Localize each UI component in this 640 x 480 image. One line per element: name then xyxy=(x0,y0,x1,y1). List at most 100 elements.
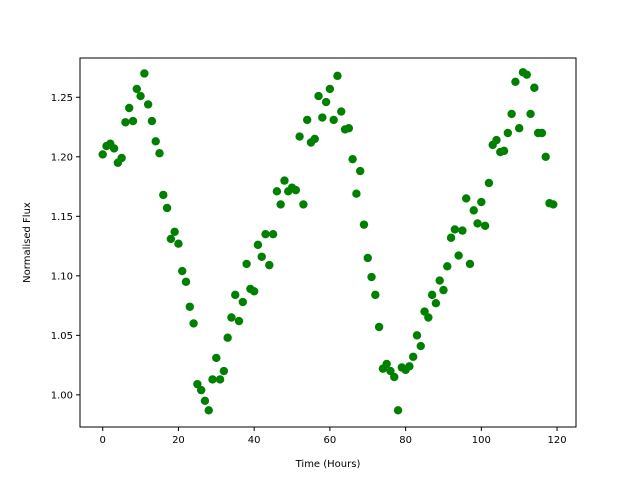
data-point xyxy=(219,366,229,376)
data-point xyxy=(257,252,266,261)
y-tick-label: 1.10 xyxy=(51,271,73,282)
data-point xyxy=(420,307,429,316)
data-point xyxy=(412,331,422,340)
data-point xyxy=(503,128,513,138)
x-axis-label: Time (Hours) xyxy=(295,459,361,470)
data-point xyxy=(204,406,213,415)
data-point xyxy=(374,322,384,332)
data-point xyxy=(352,189,361,198)
data-point xyxy=(435,276,444,285)
data-point xyxy=(541,152,550,161)
data-point xyxy=(265,260,274,270)
data-point xyxy=(416,341,425,351)
data-point xyxy=(238,297,248,307)
y-axis-ticks: 1.00 1.05 1.10 1.15 1.20 1.25 xyxy=(51,93,80,401)
x-tick-label: 40 xyxy=(248,435,261,446)
data-point xyxy=(128,116,138,126)
data-point xyxy=(530,83,539,92)
data-point xyxy=(446,233,456,242)
data-point xyxy=(427,290,437,300)
data-point xyxy=(227,313,236,322)
data-point xyxy=(189,319,198,328)
data-point xyxy=(393,406,403,415)
data-point xyxy=(408,352,418,361)
data-point xyxy=(291,185,301,195)
data-point xyxy=(515,124,524,133)
data-point xyxy=(272,187,282,196)
data-point xyxy=(454,251,463,260)
data-point xyxy=(170,227,179,236)
data-point xyxy=(212,353,221,363)
data-point xyxy=(280,176,289,185)
x-tick-label: 20 xyxy=(172,435,185,446)
data-point xyxy=(249,287,259,296)
data-point xyxy=(511,77,520,87)
x-tick-label: 0 xyxy=(100,435,106,446)
data-point xyxy=(439,285,448,295)
data-point xyxy=(162,203,172,213)
data-point xyxy=(355,166,365,176)
data-point xyxy=(344,124,354,133)
data-point xyxy=(314,91,323,101)
data-point xyxy=(462,194,471,203)
data-point xyxy=(443,262,452,271)
data-point xyxy=(325,84,335,94)
data-point xyxy=(166,234,176,244)
y-axis-label: Normalised Flux xyxy=(22,202,33,283)
y-tick-label: 1.20 xyxy=(51,152,73,163)
data-point xyxy=(140,69,149,78)
axes-frame xyxy=(79,57,577,428)
data-point xyxy=(390,372,399,382)
data-point xyxy=(178,266,187,276)
data-point xyxy=(484,178,494,188)
data-point xyxy=(208,375,217,384)
x-tick-label: 120 xyxy=(548,435,567,446)
data-point xyxy=(473,219,482,228)
data-point xyxy=(215,375,225,384)
data-point xyxy=(223,333,232,342)
data-point xyxy=(333,71,342,81)
data-point xyxy=(98,150,107,159)
data-point xyxy=(431,299,441,308)
data-point xyxy=(159,190,168,200)
data-point xyxy=(193,379,202,389)
data-point xyxy=(117,153,126,163)
data-point xyxy=(477,197,486,207)
data-point xyxy=(151,137,160,146)
data-point xyxy=(507,109,516,119)
x-axis-ticks: 0 20 40 60 80 100 120 xyxy=(100,427,567,446)
x-tick-label: 80 xyxy=(399,435,412,446)
data-point xyxy=(537,128,547,138)
data-points xyxy=(98,68,558,415)
data-point xyxy=(348,154,357,164)
data-point xyxy=(458,226,467,235)
data-point xyxy=(405,362,414,371)
data-point xyxy=(125,103,134,113)
data-point xyxy=(155,149,164,158)
data-point xyxy=(526,109,535,119)
data-point xyxy=(450,225,460,234)
data-point xyxy=(109,144,119,153)
data-point xyxy=(261,229,270,239)
data-point xyxy=(469,206,478,215)
data-point xyxy=(185,302,194,311)
data-point xyxy=(359,220,369,229)
data-point xyxy=(181,277,191,286)
data-point xyxy=(549,200,558,209)
y-tick-label: 1.25 xyxy=(51,93,73,104)
data-point xyxy=(499,146,509,156)
data-point xyxy=(318,113,327,122)
data-point xyxy=(234,316,244,326)
data-point xyxy=(276,200,285,209)
data-point xyxy=(382,359,391,369)
data-point xyxy=(174,239,183,248)
data-point xyxy=(363,253,372,263)
y-tick-label: 1.05 xyxy=(51,331,73,342)
data-point xyxy=(465,259,475,269)
data-point xyxy=(424,313,433,322)
data-point xyxy=(253,240,263,250)
data-point xyxy=(492,135,501,145)
data-point xyxy=(337,107,346,116)
